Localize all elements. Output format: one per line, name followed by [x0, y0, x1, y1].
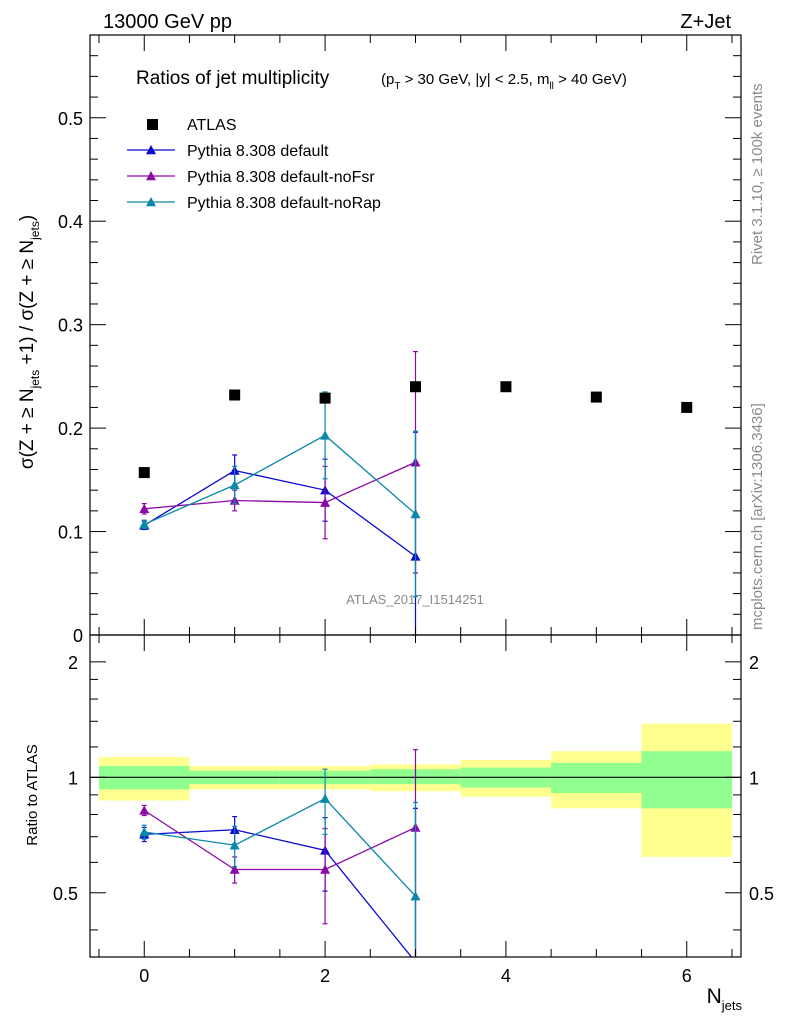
main-panel: 0 0.1 0.2 0.3 0.4 0.5 Ratios of jet multiplic… — [17, 34, 742, 646]
main-title: Ratios of jet multiplicity — [136, 68, 330, 89]
ratio-data-point — [139, 827, 150, 837]
ratio-axes: 0 2 4 6 0.5 0.5 1 1 2 2 — [53, 635, 774, 986]
legend: ATLAS Pythia 8.308 default Pythia 8.308 de… — [127, 117, 381, 212]
main-series-2 — [139, 350, 421, 574]
main-y-tick-label: 0.4 — [58, 212, 83, 232]
main-data-point — [139, 503, 150, 514]
x-tick-label: 0 — [139, 966, 149, 986]
main-series-atlas — [138, 381, 693, 479]
atlas-data-point — [410, 381, 421, 393]
ratio-data-point — [320, 793, 331, 803]
legend-series-label: Pythia 8.308 default — [187, 143, 329, 160]
x-tick-label: 4 — [501, 966, 511, 986]
ratio-y-tick-label-right: 2 — [749, 653, 759, 673]
legend-series-marker — [146, 171, 156, 181]
atlas-data-point — [138, 467, 150, 479]
main-y-tick-label: 0.3 — [58, 316, 83, 336]
main-title-text: Ratios of jet multiplicity — [136, 68, 330, 89]
main-data-point — [410, 508, 421, 519]
ratio-series-line — [144, 797, 416, 897]
ratio-y-axis-label: Ratio to ATLAS — [24, 744, 41, 845]
ratio-data-point — [229, 840, 240, 850]
atlas-data-point — [500, 381, 512, 393]
ratio-inner-band — [551, 762, 642, 794]
ratio-series-3 — [139, 768, 421, 957]
main-y-tick-label: 0.1 — [58, 523, 83, 543]
legend-atlas-label: ATLAS — [187, 117, 237, 134]
ratio-series-1 — [139, 807, 418, 957]
header-right: Z+Jet — [680, 11, 731, 33]
main-data-layer — [138, 350, 693, 636]
header-left: 13000 GeV pp — [103, 11, 232, 33]
main-series-line — [143, 469, 416, 557]
main-title-sub: (pT > 30 GeV, |y| < 2.5, mll > 40 GeV) — [381, 71, 627, 92]
legend-series-label: Pythia 8.308 default-noFsr — [187, 169, 375, 186]
main-y-axis-label: σ(Z + ≥ Njets +1) / σ(Z + ≥ Njets) — [17, 215, 42, 469]
ratio-series-line — [143, 809, 416, 871]
atlas-data-point — [319, 392, 331, 404]
legend-series-marker — [146, 197, 156, 207]
main-data-point — [320, 497, 331, 507]
ratio-data-layer — [90, 723, 741, 957]
rivet-label: Rivet 3.1.10, ≥ 100k events — [749, 83, 766, 265]
ratio-data-point — [229, 864, 240, 874]
ratio-data-point — [415, 956, 416, 957]
x-tick-label: 6 — [682, 966, 692, 986]
legend-series-label: Pythia 8.308 default-noRap — [187, 195, 381, 212]
atlas-data-point — [590, 391, 602, 403]
ratio-y-tick-label-left: 2 — [68, 653, 78, 673]
main-y-tick-label: 0.2 — [58, 419, 83, 439]
main-series-line — [144, 461, 416, 510]
ratio-y-tick-label-right: 1 — [749, 768, 759, 788]
ratio-series-line — [144, 829, 413, 957]
main-y-tick-label: 0.5 — [58, 109, 83, 129]
x-axis-label: Njets — [707, 985, 743, 1013]
main-y-tick-label: 0 — [73, 626, 83, 646]
ratio-y-tick-label-left: 0.5 — [53, 884, 78, 904]
ratio-data-point — [320, 864, 331, 874]
ratio-data-point — [410, 891, 421, 901]
ratio-data-point — [139, 805, 150, 815]
atlas-data-point — [229, 389, 241, 401]
mcplots-label: mcplots.cern.ch [arXiv:1306.3436] — [749, 403, 766, 630]
main-data-point — [320, 430, 331, 440]
main-data-point — [229, 480, 240, 490]
ratio-panel: 0 2 4 6 0.5 0.5 1 1 2 2 Ratio to ATLAS Njets — [24, 634, 774, 1013]
legend-series-marker — [146, 145, 156, 155]
main-series-line — [143, 434, 416, 525]
x-tick-label: 2 — [320, 966, 330, 986]
atlas-data-point — [681, 401, 693, 413]
main-axes: 0 0.1 0.2 0.3 0.4 0.5 — [58, 35, 741, 646]
ratio-inner-band — [641, 751, 732, 809]
main-data-point — [139, 519, 150, 529]
main-series-3 — [139, 391, 421, 598]
ratio-y-tick-label-right: 0.5 — [749, 884, 774, 904]
ratio-y-tick-label-left: 1 — [68, 768, 78, 788]
legend-atlas-marker — [147, 119, 158, 130]
